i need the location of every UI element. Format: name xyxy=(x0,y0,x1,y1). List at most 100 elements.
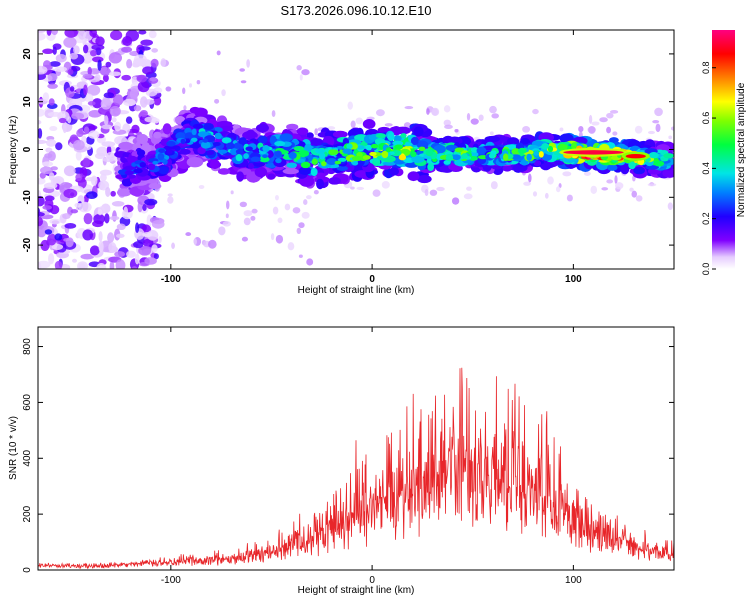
spectrogram-x-ticks: -100 0 100 xyxy=(161,30,582,285)
spectrogram-cell xyxy=(287,242,295,251)
spectrogram-cell xyxy=(144,198,158,206)
spectrogram-cell xyxy=(89,245,100,256)
spectrogram-cell xyxy=(381,181,390,189)
spectrogram-cell xyxy=(327,126,336,130)
spectrogram-cell xyxy=(275,158,282,164)
spectrogram-cell xyxy=(305,132,314,139)
spectrogram-cell xyxy=(470,147,479,153)
spectrogram-cell xyxy=(225,142,235,150)
spectrogram-cell xyxy=(328,149,339,155)
spectrogram-cell xyxy=(100,98,112,110)
spectrogram-cell xyxy=(171,242,175,249)
spectrogram-cell xyxy=(166,140,176,147)
figure-title: S173.2026.096.10.12.E10 xyxy=(280,3,431,18)
spectrogram-cell xyxy=(362,118,376,129)
spectrogram-cell xyxy=(114,121,122,132)
spectrogram-cell xyxy=(454,147,465,153)
spectrogram-y-tick-label: 20 xyxy=(22,48,33,60)
spectrogram-cell xyxy=(48,253,55,265)
spectrogram-cell xyxy=(347,101,353,110)
spectrogram-cell xyxy=(316,178,325,190)
snr-x-tick-label: 100 xyxy=(565,575,582,586)
spectrogram-cell xyxy=(38,119,42,125)
spectrogram-cell xyxy=(38,177,46,185)
spectrogram-cell xyxy=(526,153,532,161)
spectrogram-cell xyxy=(108,242,117,253)
spectrogram-cell xyxy=(313,190,319,195)
spectrogram-cell xyxy=(52,46,57,55)
spectrogram-cell xyxy=(183,105,187,111)
spectrogram-cell xyxy=(452,154,461,161)
spectrogram-cell xyxy=(75,150,82,161)
spectrogram-cell xyxy=(98,240,104,253)
spectrogram-cell xyxy=(64,223,77,229)
spectrogram-cell xyxy=(653,160,665,167)
spectrogram-cell xyxy=(225,213,229,219)
spectrogram-cell xyxy=(92,220,104,228)
spectrogram-cell xyxy=(246,59,250,68)
spectrogram-cell xyxy=(40,239,50,252)
spectrogram-hotspot xyxy=(625,153,646,159)
spectrogram-cell xyxy=(121,177,133,187)
spectrogram-cell xyxy=(271,110,276,118)
spectrogram-cell xyxy=(488,153,496,159)
spectrogram-cell xyxy=(109,105,121,117)
spectrogram-cell xyxy=(655,123,661,133)
spectrogram-cell xyxy=(443,105,451,113)
spectrogram-cell xyxy=(46,30,52,36)
snr-panel: -100 0 100 0 200 400 600 800 Height of straigh… xyxy=(8,326,675,596)
spectrogram-cell xyxy=(556,186,561,193)
spectrogram-cell xyxy=(51,243,64,251)
spectrogram-cell xyxy=(94,152,106,160)
spectrogram-cell xyxy=(212,141,221,147)
spectrogram-cell xyxy=(319,152,326,160)
snr-frame xyxy=(37,326,675,571)
spectrogram-x-tick-label: 0 xyxy=(369,274,375,285)
spectrogram-cell xyxy=(115,233,125,238)
spectrogram-cell xyxy=(67,116,72,124)
spectrogram-cell xyxy=(193,238,197,245)
spectrogram-cell xyxy=(527,173,532,183)
spectrogram-cell xyxy=(400,133,407,138)
spectrogram-cell xyxy=(239,68,246,72)
spectrogram-cell xyxy=(544,192,549,199)
spectrogram-cell xyxy=(389,167,400,176)
spectrogram-cell xyxy=(332,130,348,138)
spectrogram-cell xyxy=(274,194,279,201)
spectrogram-cell xyxy=(48,172,55,181)
spectrogram-cell xyxy=(429,189,438,196)
spectrogram-cell xyxy=(178,148,191,155)
spectrogram-cell xyxy=(62,213,71,220)
spectrogram-cell xyxy=(321,161,327,167)
spectrogram-cell xyxy=(385,147,391,153)
spectrogram-cell xyxy=(86,84,101,96)
spectrogram-cell xyxy=(39,166,53,175)
colorbar-label: Normalized spectral amplitude xyxy=(736,82,747,217)
spectrogram-cell xyxy=(38,30,47,34)
spectrogram-cell xyxy=(216,50,221,56)
spectrogram-cell xyxy=(165,86,172,92)
colorbar-gradient xyxy=(712,30,735,269)
spectrogram-cell xyxy=(166,149,173,155)
spectrogram-cell xyxy=(443,119,452,127)
spectrogram-cell xyxy=(262,154,268,159)
spectrogram-cell xyxy=(185,232,192,237)
spectrogram-cell xyxy=(54,233,63,241)
spectrogram-cell xyxy=(306,195,312,200)
snr-y-ticks: 0 200 400 600 800 xyxy=(22,338,674,573)
spectrogram-cell xyxy=(133,168,143,174)
spectrogram-cell xyxy=(356,186,365,190)
spectrogram-cell xyxy=(523,181,531,186)
spectrogram-cell xyxy=(105,186,111,197)
spectrogram-cell xyxy=(47,83,58,89)
spectrogram-cell xyxy=(47,150,56,162)
spectrogram-cell xyxy=(153,253,159,260)
spectrogram-cell xyxy=(311,158,318,165)
spectrogram-cell xyxy=(96,262,107,269)
spectrogram-cell xyxy=(394,144,404,150)
spectrogram-cell xyxy=(83,213,93,225)
spectrogram-cell xyxy=(55,142,63,151)
spectrogram-cell xyxy=(109,260,115,269)
spectrogram-cell xyxy=(100,66,108,72)
spectrogram-cell xyxy=(463,193,473,200)
